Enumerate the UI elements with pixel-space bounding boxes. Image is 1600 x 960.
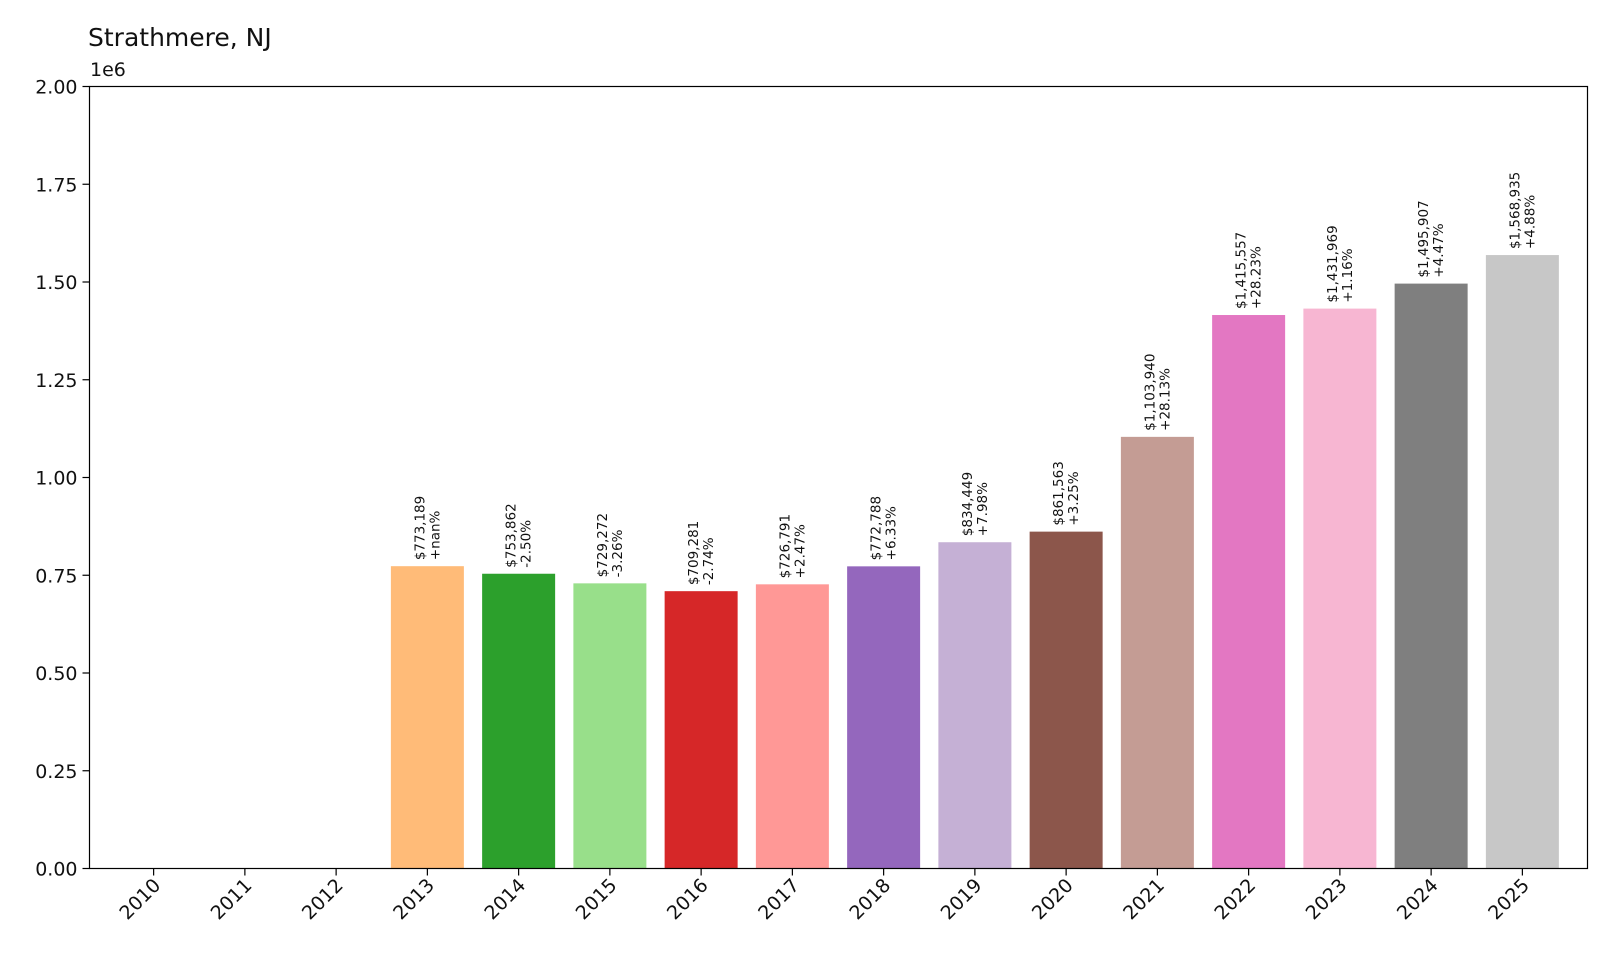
y-axis: 0.00 0.25 0.50 0.75 1.00 1.25 1.50 1.75 2.00: [35, 77, 90, 881]
x-tick-label-2011: 2011: [207, 874, 257, 924]
bar-2023: [1303, 308, 1377, 869]
bar-price-label: $1,431,969: [1325, 225, 1341, 302]
x-tick-label-2023: 2023: [1302, 874, 1352, 924]
bar-labels-layer: $773,189 +nan% $753,862 -2.50% $729,272 -3.26…: [412, 172, 1538, 585]
bar-2014: [482, 573, 556, 869]
x-tick-label-2017: 2017: [754, 874, 804, 924]
x-tick-label-2016: 2016: [663, 874, 713, 924]
bar-label-2015: $729,272 -3.26%: [595, 513, 626, 577]
bar-2022: [1212, 315, 1286, 869]
bar-2021: [1120, 436, 1194, 869]
bar-change-label: +1.16%: [1340, 248, 1356, 302]
bar-label-2021: $1,103,940 +28.13%: [1142, 354, 1173, 431]
bar-label-2014: $753,862 -2.50%: [504, 503, 535, 567]
bar-2015: [573, 583, 647, 869]
x-tick-label-2010: 2010: [115, 874, 165, 924]
bar-change-label: +28.13%: [1157, 368, 1173, 431]
bar-price-label: $1,103,940: [1142, 354, 1158, 431]
bar-price-label: $772,788: [869, 496, 885, 560]
x-tick-label-2022: 2022: [1210, 874, 1260, 924]
bar-2017: [755, 584, 829, 869]
bar-2019: [938, 542, 1012, 869]
bar-change-label: +nan%: [427, 510, 443, 560]
y-tick-label: 2.00: [35, 77, 77, 99]
y-tick-label: 1.50: [35, 272, 77, 294]
x-tick-label-2015: 2015: [572, 874, 622, 924]
bar-label-2024: $1,495,907 +4.47%: [1416, 200, 1447, 277]
chart-title: Strathmere, NJ: [88, 23, 272, 52]
bar-change-label: -2.50%: [519, 520, 535, 568]
y-axis-offset-text: 1e6: [90, 59, 126, 81]
bar-price-label: $709,281: [686, 521, 702, 585]
bar-price-label: $726,791: [777, 514, 793, 578]
bar-price-label: $1,415,557: [1234, 232, 1250, 309]
x-tick-label-2021: 2021: [1119, 874, 1169, 924]
x-tick-label-2013: 2013: [389, 874, 439, 924]
bar-2018: [847, 566, 921, 869]
x-tick-label-2025: 2025: [1484, 874, 1534, 924]
bar-change-label: +3.25%: [1066, 471, 1082, 525]
bar-price-label: $753,862: [504, 503, 520, 567]
bar-change-label: +28.23%: [1249, 246, 1265, 309]
x-tick-label-2018: 2018: [845, 874, 895, 924]
x-tick-label-2024: 2024: [1393, 874, 1443, 924]
bar-2020: [1029, 531, 1103, 869]
bar-2016: [664, 591, 738, 869]
bar-price-label: $1,495,907: [1416, 200, 1432, 277]
bar-change-label: +7.98%: [975, 482, 991, 536]
y-tick-label: 1.75: [35, 174, 77, 196]
bar-label-2016: $709,281 -2.74%: [686, 521, 717, 585]
y-tick-label: 0.00: [35, 859, 77, 881]
bar-label-2013: $773,189 +nan%: [412, 496, 443, 560]
bar-label-2018: $772,788 +6.33%: [869, 496, 900, 560]
bar-label-2023: $1,431,969 +1.16%: [1325, 225, 1356, 302]
bar-price-label: $861,563: [1051, 461, 1067, 525]
bar-label-2020: $861,563 +3.25%: [1051, 461, 1082, 525]
bar-label-2019: $834,449 +7.98%: [960, 472, 991, 536]
bar-change-label: +4.88%: [1522, 195, 1538, 249]
plot-frame: [88, 85, 1589, 870]
y-tick-label: 1.25: [35, 370, 77, 392]
bar-change-label: +2.47%: [792, 524, 808, 578]
bar-2013: [390, 566, 464, 869]
x-tick-label-2012: 2012: [298, 874, 348, 924]
bar-price-label: $773,189: [412, 496, 428, 560]
bar-label-2025: $1,568,935 +4.88%: [1507, 172, 1538, 249]
bar-price-label: $834,449: [960, 472, 976, 536]
x-tick-label-2014: 2014: [480, 874, 530, 924]
y-tick-label: 1.00: [35, 468, 77, 490]
y-tick-label: 0.25: [35, 761, 77, 783]
bars-layer: [390, 255, 1559, 869]
bar-price-label: $1,568,935: [1507, 172, 1523, 249]
x-tick-label-2019: 2019: [937, 874, 987, 924]
bar-2024: [1394, 283, 1468, 869]
y-tick-label: 0.75: [35, 565, 77, 587]
x-axis: 2010 2011 2012 2013 2014 2015 2016 2017 2018 2019…: [115, 868, 1534, 924]
bar-change-label: +6.33%: [884, 506, 900, 560]
bar-label-2022: $1,415,557 +28.23%: [1234, 232, 1265, 309]
x-tick-label-2020: 2020: [1028, 874, 1078, 924]
bar-change-label: -2.74%: [701, 537, 717, 585]
y-tick-label: 0.50: [35, 663, 77, 685]
bar-price-label: $729,272: [595, 513, 611, 577]
bar-change-label: -3.26%: [610, 529, 626, 577]
bar-2025: [1485, 255, 1559, 869]
bar-change-label: +4.47%: [1431, 223, 1447, 277]
bar-label-2017: $726,791 +2.47%: [777, 514, 808, 578]
